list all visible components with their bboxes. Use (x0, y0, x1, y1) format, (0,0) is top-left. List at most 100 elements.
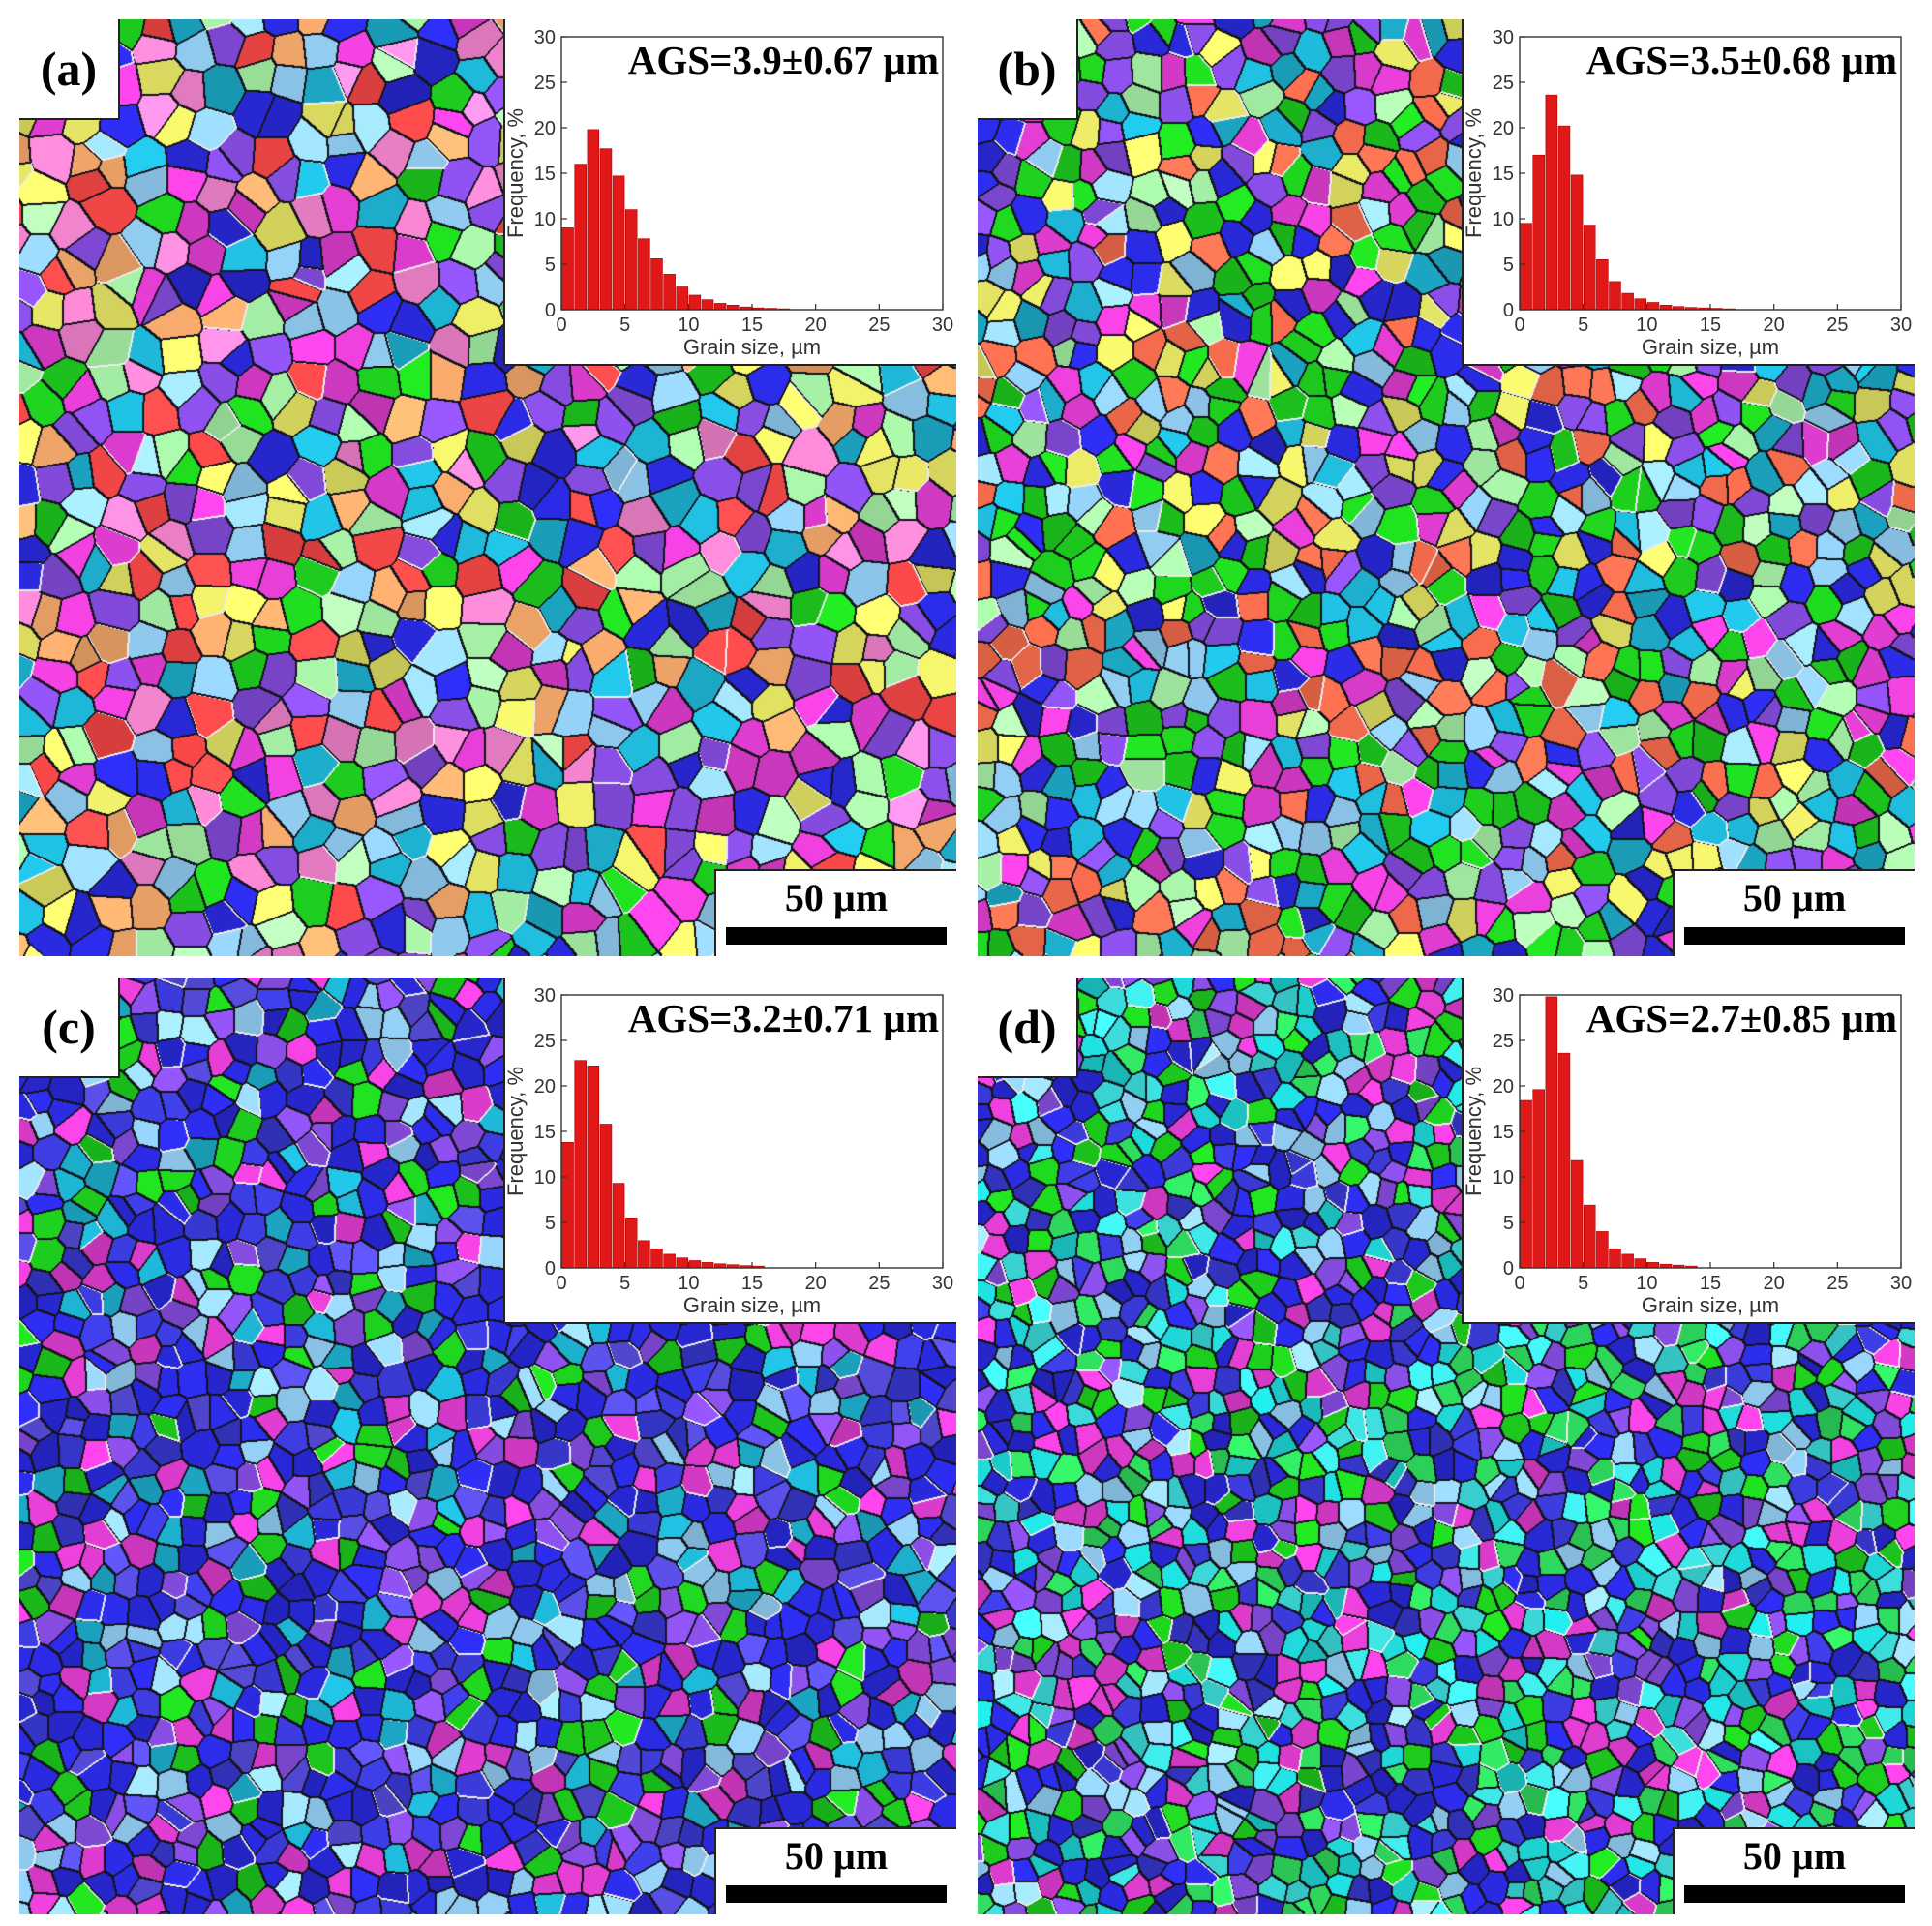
scale-bar: 50 µm (714, 1827, 956, 1914)
y-tick-label: 5 (545, 255, 556, 276)
histogram-bar (1609, 1248, 1621, 1269)
y-tick-label: 5 (1503, 1213, 1514, 1234)
x-tick-label: 30 (932, 315, 953, 336)
grain-size-histogram: 0 5 10 15 20 25 30 0 5 10 15 20 25 30 Grain size, µm Fr… (503, 978, 956, 1324)
average-grain-size-label: AGS=3.5±0.68 µm (1585, 38, 1897, 82)
x-tick-label: 25 (1826, 1273, 1848, 1294)
histogram-bar (688, 294, 702, 311)
histogram-bar (561, 227, 574, 311)
x-axis-title: Grain size, µm (1642, 1293, 1779, 1317)
histogram-bar (1659, 304, 1673, 311)
histogram-svg: 0 5 10 15 20 25 30 0 5 10 15 20 25 30 Grain size, µm Fr… (505, 985, 953, 1317)
histogram-bar (1583, 225, 1596, 311)
histogram-bar (599, 148, 613, 311)
histogram-bar (1621, 292, 1634, 311)
histogram-bar (1557, 125, 1571, 311)
histogram-bar (561, 1141, 574, 1269)
x-tick-label: 15 (1700, 1273, 1721, 1294)
scale-bar-line (1684, 927, 1905, 945)
x-tick-label: 5 (1578, 1273, 1588, 1294)
histogram-bar (676, 286, 689, 311)
y-tick-label: 10 (534, 209, 556, 230)
y-tick-label: 25 (534, 73, 556, 94)
histogram-bar (1596, 259, 1609, 311)
panel-b: (b) 0 5 10 15 20 25 30 0 5 10 15 20 25 30 Grain size, … (978, 19, 1915, 956)
histogram-bar (1545, 94, 1558, 311)
x-tick-label: 10 (678, 1273, 699, 1294)
histogram-bar (650, 1248, 663, 1269)
x-tick-label: 0 (556, 315, 566, 336)
y-tick-label: 15 (534, 1122, 556, 1143)
y-tick-label: 15 (1493, 1122, 1514, 1143)
histogram-bar (1545, 996, 1558, 1269)
grain-size-histogram: 0 5 10 15 20 25 30 0 5 10 15 20 25 30 Grain size, µm Fr… (1462, 19, 1915, 366)
panel-d: (d) 0 5 10 15 20 25 30 0 5 10 15 20 25 30 Grain size, … (978, 978, 1915, 1914)
x-tick-label: 20 (805, 315, 827, 336)
y-tick-label: 5 (545, 1213, 556, 1234)
x-tick-label: 30 (1890, 1273, 1912, 1294)
x-axis-title: Grain size, µm (683, 1293, 821, 1317)
scale-bar-label: 50 µm (784, 1834, 889, 1878)
y-axis-title: Frequency, % (1464, 108, 1486, 238)
histogram-bar (624, 1218, 638, 1269)
scale-bar-line (726, 927, 947, 945)
histogram-bar (574, 164, 587, 311)
x-tick-label: 25 (868, 1273, 890, 1294)
y-tick-label: 25 (534, 1031, 556, 1052)
histogram-bar (1520, 223, 1532, 311)
scale-bar: 50 µm (1673, 869, 1915, 956)
y-tick-label: 30 (1493, 27, 1514, 48)
histogram-bar (727, 304, 740, 311)
x-tick-label: 10 (1636, 315, 1657, 336)
histogram-bar (638, 1240, 650, 1269)
y-tick-label: 30 (534, 985, 556, 1007)
histogram-bar (587, 1066, 600, 1269)
histogram-bar (1532, 154, 1545, 311)
y-tick-label: 20 (534, 1076, 556, 1098)
average-grain-size-label: AGS=3.9±0.67 µm (627, 38, 939, 82)
scale-bar-label: 50 µm (1742, 1834, 1847, 1878)
histogram-bar (612, 175, 625, 311)
x-tick-label: 25 (868, 315, 890, 336)
y-tick-label: 20 (1493, 118, 1514, 139)
histogram-bar (701, 299, 714, 311)
histogram-bar (1596, 1231, 1609, 1269)
y-tick-label: 5 (1503, 255, 1514, 276)
average-grain-size-label: AGS=2.7±0.85 µm (1585, 996, 1897, 1040)
x-tick-label: 10 (678, 315, 699, 336)
y-tick-label: 10 (1493, 209, 1514, 230)
histogram-bar (663, 274, 676, 311)
x-tick-label: 5 (619, 1273, 630, 1294)
y-tick-label: 15 (534, 164, 556, 185)
x-tick-label: 30 (1890, 315, 1912, 336)
scale-bar-label: 50 µm (1742, 876, 1847, 919)
x-tick-label: 5 (619, 315, 630, 336)
histogram-bar (650, 258, 663, 311)
histogram-bar (1557, 1052, 1571, 1269)
y-tick-label: 20 (534, 118, 556, 139)
histogram-svg: 0 5 10 15 20 25 30 0 5 10 15 20 25 30 Grain size, µm Fr… (1464, 27, 1912, 359)
histogram-bar (1609, 281, 1621, 311)
x-tick-label: 20 (805, 1273, 827, 1294)
scale-bar-line (1684, 1885, 1905, 1903)
histogram-bar (701, 1262, 714, 1269)
scale-bar-line (726, 1885, 947, 1903)
y-axis-title: Frequency, % (1464, 1067, 1486, 1196)
x-tick-label: 5 (1578, 315, 1588, 336)
x-tick-label: 25 (1826, 315, 1848, 336)
y-tick-label: 30 (534, 27, 556, 48)
y-tick-label: 0 (1503, 300, 1514, 321)
y-tick-label: 0 (1503, 1258, 1514, 1279)
histogram-bar (713, 303, 727, 311)
histogram-bar (587, 129, 600, 311)
x-tick-label: 30 (932, 1273, 953, 1294)
panel-label: (a) (19, 19, 120, 120)
x-tick-label: 0 (1514, 1273, 1524, 1294)
histogram-bar (1646, 1262, 1660, 1269)
x-tick-label: 10 (1636, 1273, 1657, 1294)
y-tick-label: 25 (1493, 73, 1514, 94)
histogram-bar (638, 238, 650, 311)
histogram-bar (1634, 298, 1647, 311)
y-tick-label: 25 (1493, 1031, 1514, 1052)
